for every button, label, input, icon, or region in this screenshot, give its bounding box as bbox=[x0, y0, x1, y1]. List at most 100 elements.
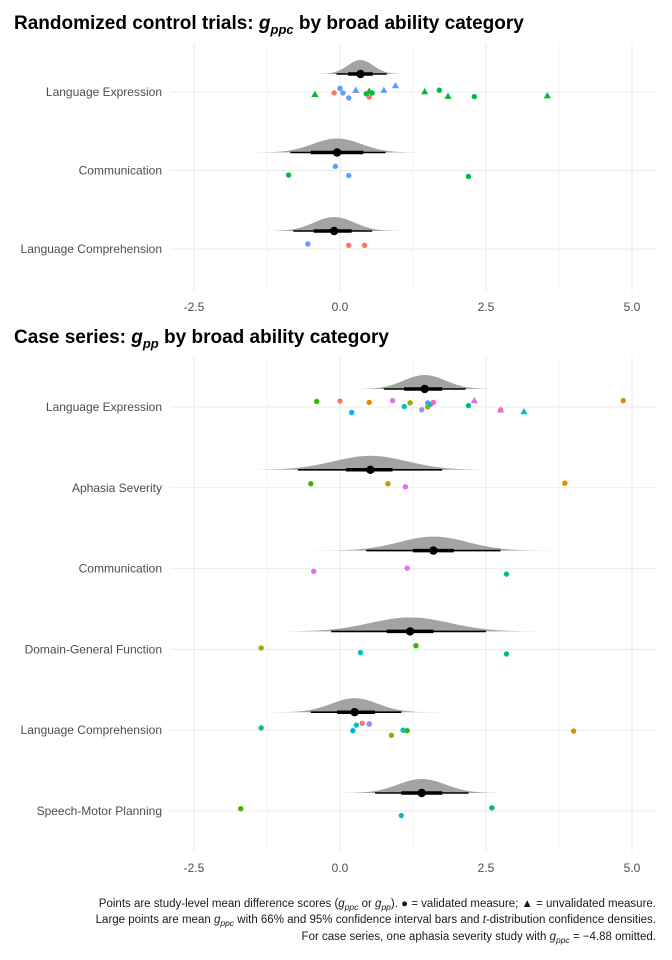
study-point-circle bbox=[400, 727, 406, 733]
study-point-circle bbox=[407, 400, 413, 406]
confidence-density bbox=[326, 779, 518, 793]
study-point-triangle bbox=[497, 406, 505, 413]
category-label: Communication bbox=[79, 562, 162, 576]
study-point-triangle bbox=[520, 408, 528, 415]
study-point-circle bbox=[258, 725, 264, 731]
category-label: Language Expression bbox=[46, 85, 162, 99]
study-point-circle bbox=[337, 85, 343, 92]
study-point-triangle bbox=[391, 81, 400, 89]
study-point-triangle bbox=[311, 90, 319, 97]
study-point-circle bbox=[570, 728, 577, 734]
mean-point bbox=[417, 788, 426, 798]
study-point-circle bbox=[313, 398, 320, 405]
mean-point bbox=[350, 708, 359, 717]
x-tick-label: 2.5 bbox=[478, 861, 495, 875]
mean-point bbox=[366, 465, 375, 474]
study-point-circle bbox=[346, 95, 352, 101]
study-point-triangle bbox=[444, 92, 452, 99]
mean-point bbox=[329, 226, 339, 236]
study-point-circle bbox=[366, 399, 372, 406]
x-tick-label: 5.0 bbox=[624, 861, 641, 875]
study-point-circle bbox=[311, 568, 317, 575]
study-point-circle bbox=[308, 480, 314, 487]
study-point-circle bbox=[404, 565, 410, 571]
x-tick-label: -2.5 bbox=[184, 300, 205, 314]
study-point-circle bbox=[369, 90, 375, 96]
study-point-circle bbox=[562, 480, 568, 486]
study-point-circle bbox=[385, 480, 391, 487]
category-label: Aphasia Severity bbox=[72, 481, 162, 495]
confidence-density bbox=[253, 217, 415, 231]
mean-point bbox=[405, 627, 415, 636]
category-label: Language Comprehension bbox=[21, 723, 162, 737]
study-point-circle bbox=[258, 645, 264, 651]
study-point-circle bbox=[366, 721, 372, 727]
study-point-triangle bbox=[380, 86, 388, 93]
caption-line-3: For case series, one aphasia severity st… bbox=[302, 931, 656, 945]
study-point-circle bbox=[305, 241, 311, 247]
panel-title-case-series: Case series: gpp by broad ability catego… bbox=[14, 327, 389, 351]
study-point-circle bbox=[348, 409, 355, 416]
study-point-triangle bbox=[352, 86, 360, 93]
panel-title-rct: Randomized control trials: gppc by broad… bbox=[14, 13, 524, 37]
confidence-density bbox=[309, 60, 412, 74]
study-point-circle bbox=[331, 90, 337, 96]
study-point-circle bbox=[346, 172, 352, 179]
study-point-circle bbox=[489, 805, 495, 811]
confidence-density bbox=[296, 536, 571, 551]
study-point-circle bbox=[353, 722, 360, 728]
x-tick-label: 2.5 bbox=[478, 300, 495, 314]
study-point-circle bbox=[402, 484, 409, 490]
study-point-circle bbox=[366, 94, 372, 100]
study-point-circle bbox=[465, 402, 472, 409]
study-point-circle bbox=[503, 651, 510, 657]
mean-point bbox=[332, 148, 342, 157]
study-point-circle bbox=[471, 93, 478, 100]
study-point-circle bbox=[340, 90, 346, 96]
study-point-circle bbox=[436, 87, 442, 93]
x-tick-label: -2.5 bbox=[184, 861, 205, 875]
category-label: Speech-Motor Planning bbox=[37, 804, 162, 818]
panel-rct: -2.5 0.0 2.5 5.0 Language Expression Communic… bbox=[21, 43, 656, 314]
x-tick-label: 0.0 bbox=[332, 861, 349, 875]
study-point-circle bbox=[419, 407, 425, 413]
confidence-density bbox=[252, 617, 568, 632]
study-point-circle bbox=[359, 720, 365, 726]
study-point-triangle bbox=[543, 92, 551, 99]
study-point-circle bbox=[361, 242, 368, 249]
study-point-circle bbox=[389, 397, 396, 404]
x-tick-label: 5.0 bbox=[624, 300, 641, 314]
panel-case-series: -2.5 0.0 2.5 5.0 Language Expression Aphasia … bbox=[21, 356, 656, 875]
category-label: Language Expression bbox=[46, 400, 162, 414]
confidence-density bbox=[341, 375, 509, 389]
study-point-circle bbox=[503, 571, 510, 577]
confidence-density bbox=[239, 138, 435, 153]
study-point-circle bbox=[430, 399, 437, 406]
caption-line-1: Points are study-level mean difference s… bbox=[99, 898, 656, 912]
study-point-circle bbox=[337, 398, 343, 404]
mean-point bbox=[429, 546, 438, 555]
study-point-circle bbox=[413, 643, 419, 649]
mean-point bbox=[356, 69, 365, 79]
x-tick-label: 0.0 bbox=[332, 300, 349, 314]
study-point-circle bbox=[401, 403, 407, 410]
study-point-circle bbox=[398, 812, 405, 819]
study-point-circle bbox=[238, 806, 244, 812]
confidence-density bbox=[262, 698, 447, 713]
study-point-circle bbox=[404, 727, 410, 734]
study-point-circle bbox=[465, 173, 472, 180]
study-point-circle bbox=[285, 172, 292, 178]
mean-point bbox=[420, 384, 429, 394]
study-point-circle bbox=[332, 163, 339, 170]
study-point-circle bbox=[620, 397, 626, 404]
study-point-circle bbox=[357, 649, 364, 656]
category-label: Communication bbox=[79, 164, 162, 178]
confidence-density bbox=[223, 455, 518, 470]
study-point-triangle bbox=[470, 396, 478, 404]
study-point-circle bbox=[350, 727, 356, 734]
study-point-circle bbox=[346, 242, 352, 249]
category-label: Domain-General Function bbox=[25, 642, 162, 656]
study-point-circle bbox=[388, 732, 395, 738]
category-label: Language Comprehension bbox=[21, 242, 162, 256]
